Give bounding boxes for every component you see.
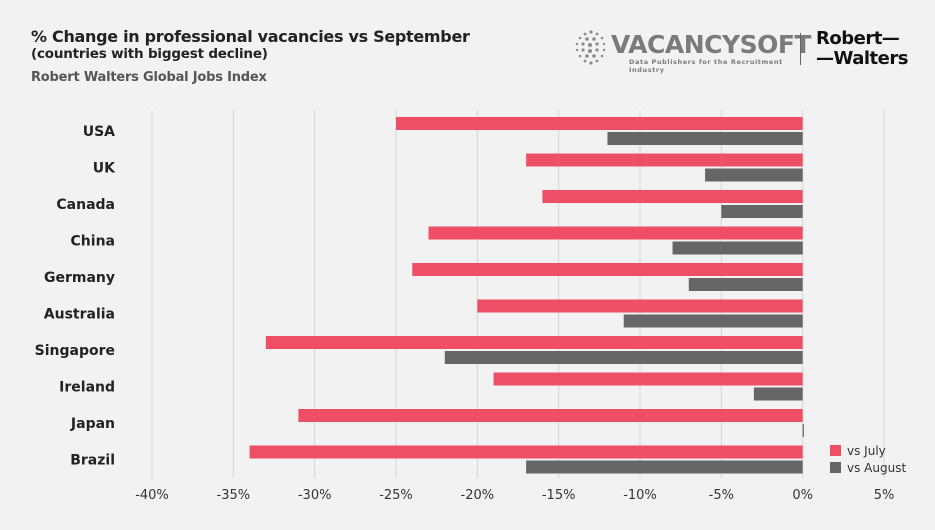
bar-vs-july	[298, 409, 803, 422]
vacancysoft-tagline: Data Publishers for the Recruitment Indu…	[629, 58, 783, 74]
bar-vs-july	[265, 336, 803, 349]
y-category-label: Australia	[44, 307, 115, 323]
y-category-label: UK	[93, 161, 116, 177]
bar-vs-july	[542, 190, 803, 203]
legend-label-vs-august: vs August	[847, 460, 907, 475]
x-tick-label: -15%	[542, 488, 576, 503]
x-tick-label: -10%	[623, 488, 657, 503]
bar-vs-august	[802, 424, 804, 437]
bar-vs-august	[705, 168, 803, 182]
x-tick-label: -25%	[379, 488, 413, 503]
y-category-label: Japan	[70, 416, 115, 432]
bar-vs-july	[428, 226, 803, 240]
y-category-label: Singapore	[35, 343, 115, 359]
x-tick-label: 0%	[792, 488, 813, 503]
vacancysoft-logo: VACANCYSOFT Data Publishers for the Recr…	[573, 26, 811, 74]
y-category-label: USA	[83, 124, 115, 140]
chart-title: % Change in professional vacancies vs Se…	[31, 27, 470, 46]
bar-vs-july	[526, 153, 803, 167]
y-category-label: Brazil	[70, 453, 115, 469]
x-tick-label: -20%	[461, 488, 495, 503]
bar-vs-august	[721, 205, 803, 218]
vacancysoft-wordmark: VACANCYSOFT	[611, 30, 811, 59]
y-category-label: China	[71, 234, 115, 250]
bar-vs-august	[607, 132, 803, 145]
y-category-label: Germany	[44, 270, 115, 286]
x-tick-label: 5%	[874, 488, 895, 503]
legend: vs July vs August	[830, 442, 906, 476]
bar-vs-july	[477, 299, 803, 313]
legend-item-vs-august: vs August	[830, 459, 906, 476]
bar-vs-july	[493, 372, 803, 386]
legend-label-vs-july: vs July	[847, 443, 886, 458]
legend-swatch-vs-august	[830, 462, 841, 473]
bar-layer	[249, 117, 804, 474]
bar-vs-august	[688, 278, 803, 291]
chart-source: Robert Walters Global Jobs Index	[31, 70, 267, 85]
y-category-label: Canada	[56, 197, 115, 213]
legend-item-vs-july: vs July	[830, 442, 906, 459]
bar-vs-august	[526, 460, 803, 474]
bar-vs-august	[623, 314, 803, 328]
x-tick-label: -30%	[298, 488, 332, 503]
y-category-label: Ireland	[59, 380, 115, 396]
bar-vs-july	[412, 263, 803, 276]
robert-walters-line2: —Walters	[816, 48, 908, 69]
label-layer: -40% -35% -30% -25% -20% -15% -10% -5% 0% 5% USA UK…	[35, 124, 895, 503]
x-tick-label: -40%	[135, 488, 169, 503]
x-tick-label: -35%	[217, 488, 251, 503]
chart-subtitle: (countries with biggest decline)	[31, 46, 268, 62]
bar-vs-july	[396, 117, 803, 130]
logo-divider	[800, 33, 801, 65]
bar-vs-august	[753, 387, 803, 401]
bar-vs-august	[444, 351, 803, 364]
legend-swatch-vs-july	[830, 445, 841, 456]
vacancysoft-globe-icon	[575, 30, 606, 65]
bar-vs-july	[249, 445, 803, 459]
robert-walters-line1: Robert—	[816, 28, 900, 49]
robert-walters-logo: Robert— —Walters	[816, 29, 908, 69]
x-tick-label: -5%	[709, 488, 734, 503]
bar-vs-august	[672, 241, 803, 255]
